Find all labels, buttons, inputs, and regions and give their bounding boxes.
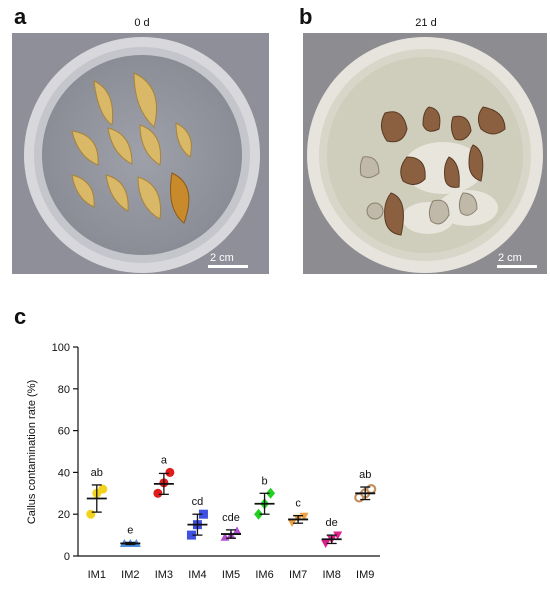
x-tick-label: IM9 <box>356 569 374 581</box>
scale-label-a: 2 cm <box>210 252 234 264</box>
panel-label-b: b <box>299 4 313 29</box>
data-point <box>186 530 196 540</box>
petri-dish-image-a <box>12 33 269 274</box>
x-tick-label: IM1 <box>88 569 106 581</box>
photo-day-0 <box>12 33 269 274</box>
x-tick-label: IM2 <box>121 569 139 581</box>
x-tick-label: IM3 <box>155 569 173 581</box>
data-point <box>232 526 242 535</box>
significance-letter: a <box>161 454 168 466</box>
photo-day-21 <box>303 33 547 274</box>
data-point <box>254 508 264 520</box>
error-bars <box>86 472 376 546</box>
y-axis: 0 20 40 60 80 100 <box>52 342 79 563</box>
data-point <box>165 467 175 477</box>
y-tick-label: 0 <box>64 551 70 563</box>
y-tick-label: 60 <box>58 426 70 438</box>
y-axis-label: Callus contamination rate (%) <box>26 380 38 524</box>
scale-bar-b <box>497 265 537 268</box>
data-point <box>198 509 208 519</box>
data-point <box>86 509 96 519</box>
data-point <box>153 488 163 498</box>
data-point <box>299 512 309 521</box>
significance-letter: b <box>261 475 267 487</box>
y-tick-label: 40 <box>58 467 70 479</box>
photo-b-title: 21 d <box>415 17 437 29</box>
data-point <box>321 539 331 548</box>
x-tick-label: IM8 <box>322 569 340 581</box>
y-tick-label: 100 <box>52 342 70 354</box>
scale-label-b: 2 cm <box>498 252 522 264</box>
significance-letter: cde <box>222 512 240 524</box>
significance-letter: e <box>127 524 133 536</box>
data-point <box>287 518 297 528</box>
x-tick-label: IM5 <box>222 569 240 581</box>
y-tick-label: 20 <box>58 509 70 521</box>
y-tick-label: 80 <box>58 384 70 396</box>
significance-letter: cd <box>192 496 204 508</box>
significance-letter: ab <box>91 467 103 479</box>
contamination-chart: 0 20 40 60 80 100 IM1 IM2 IM3 IM4 IM5 IM6 IM7 IM8 IM9… <box>26 342 380 581</box>
significance-letter: ab <box>359 469 371 481</box>
x-axis: IM1 IM2 IM3 IM4 IM5 IM6 IM7 IM8 IM9 <box>78 555 380 581</box>
x-tick-label: IM7 <box>289 569 307 581</box>
photo-a-title: 0 d <box>134 17 150 29</box>
data-point <box>266 487 276 499</box>
data-point <box>366 484 377 495</box>
x-tick-label: IM6 <box>255 569 273 581</box>
data-point <box>98 484 108 494</box>
panel-label-a: a <box>14 4 27 29</box>
significance-letter: de <box>326 517 338 529</box>
scale-bar-a <box>208 265 248 268</box>
significance-letter: c <box>295 498 301 510</box>
x-tick-label: IM4 <box>188 569 206 581</box>
petri-dish-image-b <box>303 33 547 274</box>
panel-label-c: c <box>14 304 27 329</box>
data-point <box>333 531 343 540</box>
